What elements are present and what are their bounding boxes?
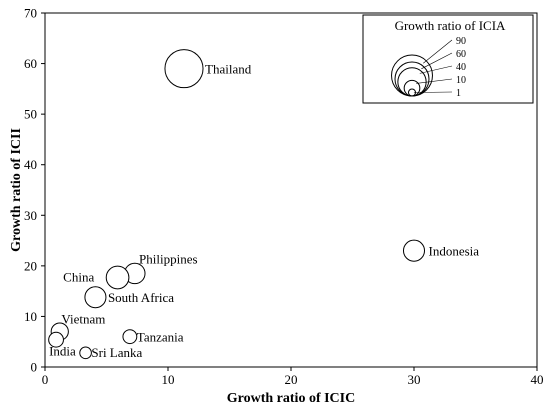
legend-leader-line (419, 65, 453, 74)
legend-size-label: 40 (456, 62, 466, 73)
bubble-label-china: China (63, 269, 94, 284)
x-tick-label: 30 (408, 372, 421, 387)
y-tick-label: 50 (24, 107, 37, 122)
legend-frame (362, 14, 534, 104)
x-tick-label: 20 (285, 372, 298, 387)
bubble-label-south-africa: South Africa (108, 290, 174, 305)
bubble-indonesia (402, 239, 426, 262)
legend-size-label: 1 (456, 88, 461, 99)
x-axis-title: Growth ratio of ICIC (227, 391, 355, 406)
bubble-label-tanzania: Tanzania (137, 330, 184, 345)
bubble-india (48, 331, 64, 348)
bubble-label-philippines: Philippines (139, 251, 198, 266)
bubbles (48, 49, 426, 360)
point-labels: Thailand Indonesia Philippines China South A… (49, 62, 479, 360)
y-axis-title: Growth ratio of ICII (9, 128, 24, 252)
legend-size-label: 60 (456, 49, 466, 60)
x-tick-label: 10 (162, 372, 175, 387)
legend-size-label: 90 (456, 36, 466, 47)
bubble-thailand (164, 49, 204, 89)
x-tick-label: 40 (531, 372, 544, 387)
legend-leader-line (421, 52, 453, 70)
bubble-label-india: India (49, 344, 76, 359)
y-tick-label: 70 (24, 6, 37, 21)
y-tick-label: 40 (24, 157, 37, 172)
bubble-tanzania (122, 329, 138, 345)
legend-leader-line (416, 78, 453, 84)
bubble-sri-lanka (79, 346, 92, 360)
y-tick-label: 60 (24, 56, 37, 71)
bubble-label-sri-lanka: Sri Lanka (91, 345, 142, 360)
bubble-china (105, 265, 130, 290)
bubble-label-indonesia: Indonesia (429, 244, 480, 259)
y-tick-label: 10 (24, 309, 37, 324)
x-tick-label: 0 (42, 372, 49, 387)
y-tick-label: 20 (24, 258, 37, 273)
bubble-label-thailand: Thailand (205, 62, 252, 77)
legend-title: Growth ratio of ICIA (395, 18, 506, 33)
legend-leader-line (413, 91, 453, 93)
axes: 0 10 20 30 40 0 10 20 30 40 50 60 70 (24, 6, 544, 388)
bubble-south-africa (84, 286, 107, 309)
bubble-label-vietnam: Vietnam (61, 312, 105, 327)
legend-size-label: 10 (456, 75, 466, 86)
legend-leader-line (423, 39, 453, 64)
y-tick-label: 30 (24, 208, 37, 223)
y-tick-label: 0 (31, 360, 38, 375)
size-legend: Growth ratio of ICIA 90 60 40 10 1 (362, 14, 534, 104)
